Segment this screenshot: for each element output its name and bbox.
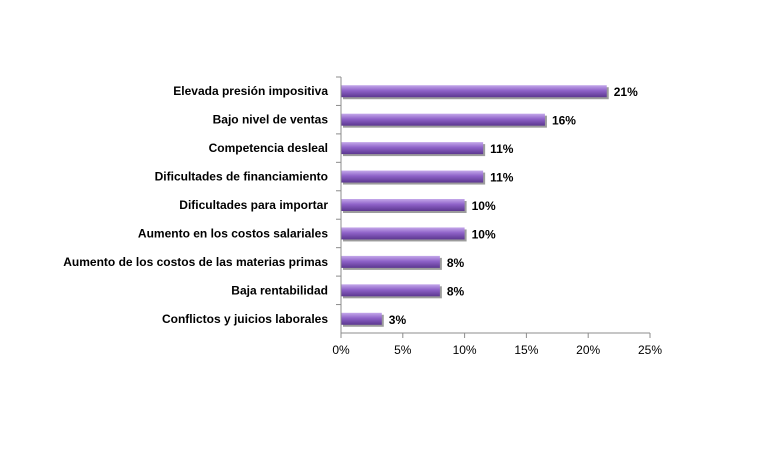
x-tick-label: 10% [453,343,477,357]
category-label: Competencia desleal [209,141,328,155]
bar [341,170,484,183]
value-label: 11% [490,171,514,185]
category-label: Aumento de los costos de las materias pr… [63,255,328,269]
category-label: Elevada presión impositiva [173,84,328,98]
value-label: 10% [472,227,496,241]
x-tick-label: 25% [638,343,662,357]
bar [341,113,545,126]
category-label: Dificultades de financiamiento [155,170,328,184]
category-label: Baja rentabilidad [231,283,328,297]
value-label: 21% [614,85,638,99]
value-label: 8% [447,256,465,270]
bar [341,284,440,297]
value-label: 10% [472,199,496,213]
bars-layer [341,85,609,327]
bar [341,199,465,211]
bar [341,85,607,98]
category-label: Bajo nivel de ventas [213,113,329,127]
category-label: Conflictos y juicios laborales [162,312,328,326]
x-tick-label: 5% [394,343,412,357]
x-tick-label: 15% [514,343,538,357]
value-label: 11% [490,142,514,156]
x-tick-label: 20% [576,343,600,357]
bar [341,255,440,268]
category-label: Dificultades para importar [179,198,328,212]
bar [341,142,484,155]
value-label: 3% [389,313,407,327]
category-label: Aumento en los costos salariales [138,226,328,240]
value-label: 16% [552,114,576,128]
axis-layer [336,76,651,338]
bar [341,312,382,325]
labels-layer: Elevada presión impositiva 21% Bajo nivel … [63,84,662,357]
bar [341,227,465,240]
x-tick-label: 0% [332,343,350,357]
value-label: 8% [447,284,465,298]
